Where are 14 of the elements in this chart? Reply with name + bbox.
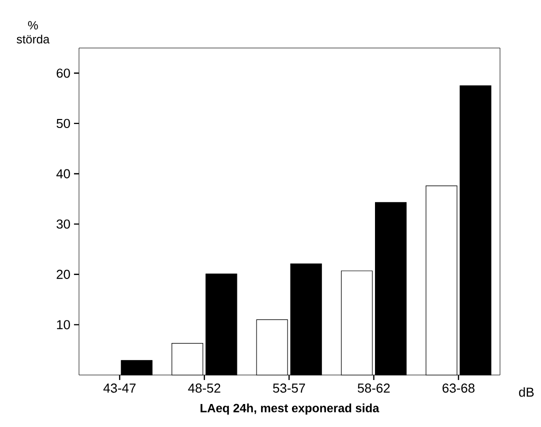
x-axis-title: LAeq 24h, mest exponerad sida bbox=[200, 404, 380, 415]
x-tick-label: 43-47 bbox=[103, 384, 136, 393]
text: dB bbox=[519, 387, 534, 397]
y-tick-label: 40 bbox=[56, 169, 70, 178]
x-tick-label: 58-62 bbox=[358, 384, 390, 393]
x-tick-label: 53-57 bbox=[273, 384, 305, 393]
x-tick-label: 48-52 bbox=[188, 384, 220, 393]
y-tick-label: 20 bbox=[56, 270, 70, 279]
y-tick-label: 30 bbox=[56, 219, 70, 229]
y-tick-label: 60 bbox=[56, 68, 70, 78]
y-tick-label: 10 bbox=[57, 320, 70, 330]
x-tick-label: 63-68 bbox=[442, 384, 474, 393]
y-axis-title: % störda bbox=[16, 21, 50, 44]
y-tick-label: 50 bbox=[56, 118, 70, 128]
